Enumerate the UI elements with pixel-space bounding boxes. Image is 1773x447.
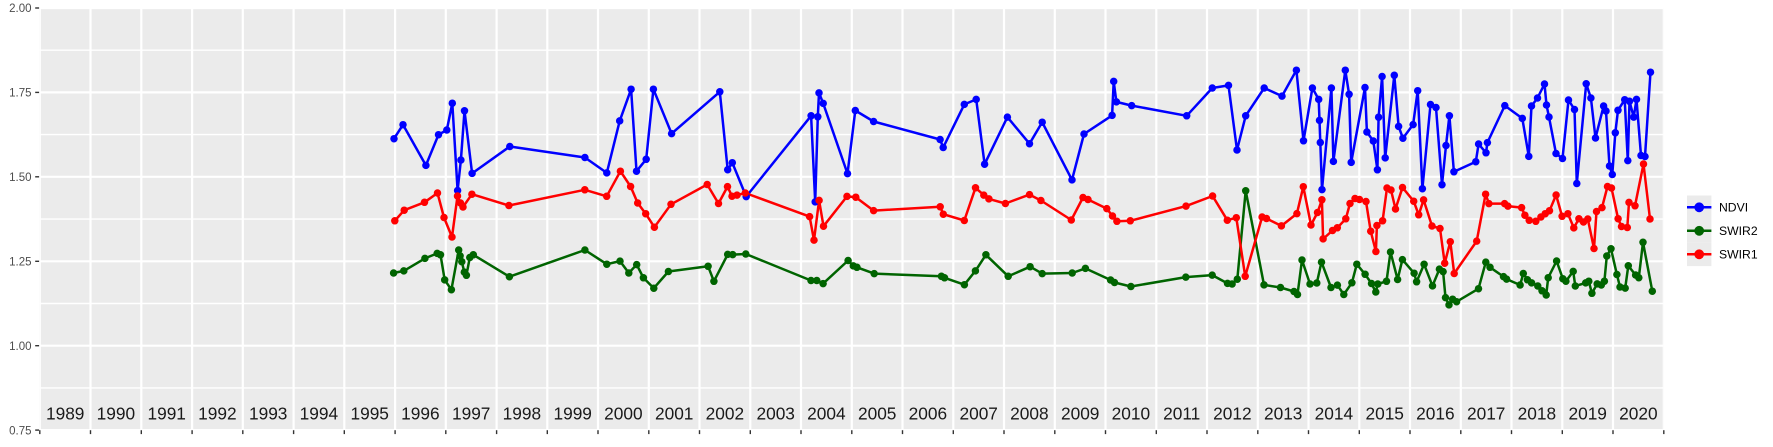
svg-text:2020: 2020 — [1619, 403, 1657, 423]
svg-text:2010: 2010 — [1112, 403, 1150, 423]
svg-text:SWIR2: SWIR2 — [1719, 224, 1758, 238]
svg-text:NDVI: NDVI — [1719, 201, 1748, 215]
svg-text:2017: 2017 — [1467, 403, 1505, 423]
svg-text:2012: 2012 — [1213, 403, 1251, 423]
svg-text:1993: 1993 — [249, 403, 287, 423]
svg-text:1994: 1994 — [300, 403, 339, 423]
svg-text:1991: 1991 — [147, 403, 185, 423]
svg-text:2003: 2003 — [756, 403, 794, 423]
svg-text:2004: 2004 — [807, 403, 846, 423]
svg-text:2018: 2018 — [1518, 403, 1556, 423]
svg-text:2014: 2014 — [1315, 403, 1354, 423]
svg-text:0.75: 0.75 — [9, 425, 31, 437]
svg-text:1.75: 1.75 — [9, 88, 31, 100]
svg-text:2016: 2016 — [1416, 403, 1454, 423]
svg-text:1.25: 1.25 — [9, 257, 31, 269]
svg-text:2.00: 2.00 — [9, 3, 31, 15]
svg-text:1990: 1990 — [97, 403, 135, 423]
svg-text:2008: 2008 — [1010, 403, 1048, 423]
svg-text:1996: 1996 — [401, 403, 439, 423]
svg-text:2011: 2011 — [1163, 403, 1200, 423]
svg-text:1989: 1989 — [46, 403, 84, 423]
svg-text:1999: 1999 — [553, 403, 591, 423]
svg-text:1.50: 1.50 — [9, 172, 31, 184]
svg-text:1995: 1995 — [350, 403, 388, 423]
svg-text:2002: 2002 — [706, 403, 744, 423]
svg-text:1997: 1997 — [452, 403, 490, 423]
svg-text:2013: 2013 — [1264, 403, 1302, 423]
svg-text:2005: 2005 — [858, 403, 896, 423]
svg-text:1998: 1998 — [503, 403, 541, 423]
svg-text:SWIR1: SWIR1 — [1719, 248, 1758, 262]
svg-text:2009: 2009 — [1061, 403, 1099, 423]
svg-text:1992: 1992 — [198, 403, 236, 423]
svg-text:2015: 2015 — [1365, 403, 1403, 423]
svg-text:2006: 2006 — [909, 403, 947, 423]
svg-text:2019: 2019 — [1568, 403, 1606, 423]
svg-text:2001: 2001 — [655, 403, 693, 423]
svg-text:1.00: 1.00 — [9, 341, 31, 353]
svg-text:2000: 2000 — [604, 403, 642, 423]
svg-text:2007: 2007 — [959, 403, 997, 423]
